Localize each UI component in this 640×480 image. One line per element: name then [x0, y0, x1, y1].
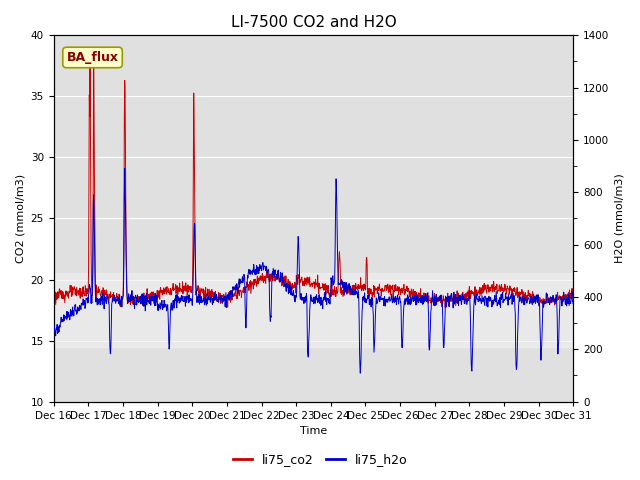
Legend: li75_co2, li75_h2o: li75_co2, li75_h2o [228, 448, 412, 471]
Y-axis label: CO2 (mmol/m3): CO2 (mmol/m3) [15, 174, 25, 263]
Bar [54, 274, 573, 347]
X-axis label: Time: Time [300, 426, 327, 436]
Title: LI-7500 CO2 and H2O: LI-7500 CO2 and H2O [230, 15, 396, 30]
Text: BA_flux: BA_flux [67, 51, 118, 64]
Y-axis label: H2O (mmol/m3): H2O (mmol/m3) [615, 174, 625, 264]
